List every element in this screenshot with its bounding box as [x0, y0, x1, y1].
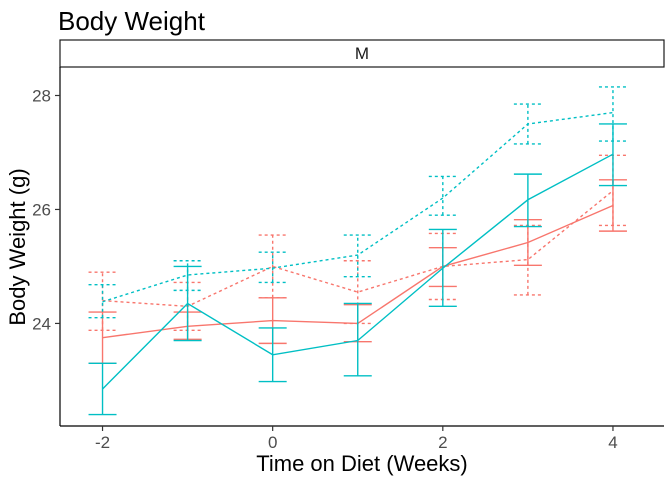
- y-tick-label: 24: [32, 314, 51, 333]
- series-2-line: [102, 190, 614, 308]
- facet-strip: M: [59, 39, 665, 68]
- x-tick-label: -2: [95, 433, 110, 452]
- facet-strip-box: [59, 39, 665, 68]
- chart-title: Body Weight: [58, 6, 206, 36]
- x-tick-label: 2: [438, 433, 447, 452]
- x-tick-label: 4: [608, 433, 617, 452]
- y-tick-label: 26: [32, 200, 51, 219]
- x-axis-title: Time on Diet (Weeks): [256, 451, 468, 476]
- y-axis-title: Body Weight (g): [5, 168, 30, 325]
- x-tick-label: 0: [268, 433, 277, 452]
- facet-label: M: [355, 44, 369, 63]
- y-tick-label: 28: [32, 86, 51, 105]
